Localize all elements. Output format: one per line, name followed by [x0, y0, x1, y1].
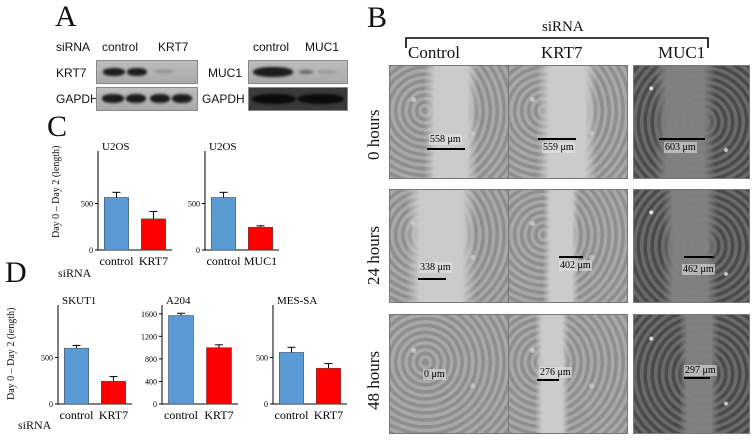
scratch-row-48h: 48 hours: [364, 350, 383, 410]
scale-label: 559 μm: [542, 142, 575, 153]
category-label: KRT7: [99, 408, 128, 422]
chart-title: MES-SA: [277, 295, 317, 307]
chart-title: A204: [166, 295, 191, 307]
micrograph-krt7-0h: 559 μm: [508, 65, 628, 179]
chart-a204: A204 0 400 800 1200 1600 control KRT7: [141, 295, 238, 422]
y-tick-label: 500: [188, 200, 200, 209]
panel-letter-c: C: [47, 110, 68, 143]
chart-c-ylabel: Day 0 – Day 2 (length): [51, 145, 62, 238]
chart-d-sirna-label: siRNA: [18, 418, 52, 432]
category-label: KRT7: [314, 408, 343, 422]
scale-label: 402 μm: [559, 260, 592, 271]
blot-right-col-control: control: [253, 40, 290, 54]
bar-control: [168, 315, 194, 405]
scale-label: 276 μm: [539, 367, 572, 378]
panel-letter-a: A: [55, 0, 77, 33]
bar-krt7: [101, 380, 126, 405]
y-tick-label: 0: [153, 400, 157, 409]
scale-label: 338 μm: [419, 262, 452, 273]
panel-letter-b: B: [367, 1, 388, 34]
micrograph-control-48h: 0 μm: [389, 314, 509, 434]
bar-krt7: [206, 347, 232, 405]
scratch-row-24h: 24 hours: [364, 225, 383, 285]
scale-bar: [538, 138, 576, 140]
y-tick-label: 1600: [141, 310, 157, 319]
blot-left-row-krt7: KRT7: [56, 66, 87, 80]
scale-label: 558 μm: [429, 134, 462, 145]
category-label: control: [164, 408, 199, 422]
scale-bar: [659, 138, 705, 140]
scale-bar: [559, 256, 583, 258]
scale-label: 297 μm: [684, 365, 717, 376]
micrograph-muc1-24h: 462 μm: [633, 189, 750, 303]
panel-letter-d: D: [5, 256, 27, 289]
y-tick-label: 0: [49, 400, 53, 409]
blot-muc1-image: [248, 60, 348, 84]
blot-right-row-muc1: MUC1: [208, 66, 243, 80]
scratch-sirna-title: siRNA: [542, 19, 584, 35]
category-label: control: [100, 254, 135, 268]
scale-bar: [418, 278, 446, 280]
scale-bar: [684, 377, 710, 379]
y-tick-label: 0: [196, 246, 200, 255]
y-tick-label: 400: [145, 377, 157, 386]
blot-left-row-gapdh: GAPDH: [56, 92, 99, 106]
category-label: control: [275, 408, 310, 422]
chart-c-sirna-label: siRNA: [58, 266, 92, 280]
micrograph-control-24h: 338 μm: [389, 189, 509, 303]
y-tick-label: 500: [41, 354, 53, 363]
scratch-row-0h: 0 hours: [364, 109, 383, 160]
bar-muc1: [248, 226, 273, 251]
y-tick-label: 0: [264, 400, 268, 409]
y-tick-label: 0: [89, 246, 93, 255]
chart-u2os-krt7: U2OS 0 500 control KRT7: [81, 141, 172, 268]
scale-bar: [427, 148, 465, 150]
y-tick-label: 500: [256, 354, 268, 363]
micrograph-krt7-48h: 276 μm: [508, 314, 628, 434]
bar-control: [211, 197, 236, 251]
chart-title: U2OS: [102, 141, 130, 153]
blot-gapdh-right-image: [248, 87, 348, 111]
blot-left-col-krt7: KRT7: [158, 40, 189, 54]
category-label: KRT7: [204, 408, 233, 422]
category-label: MUC1: [244, 254, 277, 268]
micrograph-muc1-0h: 603 μm: [633, 65, 750, 179]
bar-krt7: [141, 218, 166, 251]
scratch-col-control: Control: [408, 43, 460, 62]
bar-control: [279, 352, 304, 405]
chart-title: SKUT1: [62, 295, 96, 307]
category-label: KRT7: [139, 254, 168, 268]
scratch-bracket: [405, 37, 709, 48]
micrograph-control-0h: 558 μm: [389, 65, 509, 179]
category-label: control: [60, 408, 95, 422]
category-label: control: [207, 254, 242, 268]
micrograph-krt7-24h: 402 μm: [508, 189, 628, 303]
y-tick-label: 500: [81, 200, 93, 209]
blot-krt7-image: [96, 60, 198, 84]
blot-right-col-muc1: MUC1: [305, 40, 340, 54]
chart-u2os-muc1: U2OS 0 500 control MUC1: [188, 141, 279, 268]
blot-gapdh-left-image: [96, 87, 198, 111]
chart-skut1: SKUT1 0 500 control KRT7: [41, 295, 132, 422]
chart-d-ylabel: Day 0 – Day 2 (length): [6, 307, 17, 400]
y-tick-label: 800: [145, 355, 157, 364]
blot-sirna-label: siRNA: [56, 40, 91, 54]
y-tick-label: 1200: [141, 332, 157, 341]
micrograph-muc1-48h: 297 μm: [633, 314, 750, 434]
scale-bar: [537, 379, 559, 381]
bar-control: [104, 197, 129, 251]
scratch-col-muc1: MUC1: [658, 43, 706, 62]
blot-right-row-gapdh: GAPDH: [202, 92, 245, 106]
blot-left-col-control: control: [102, 40, 139, 54]
bar-krt7: [316, 367, 341, 405]
scale-label: 0 μm: [423, 369, 446, 380]
scale-label: 462 μm: [682, 264, 715, 275]
bar-control: [64, 347, 89, 405]
scratch-col-krt7: KRT7: [541, 43, 583, 62]
scale-label: 603 μm: [664, 142, 697, 153]
chart-title: U2OS: [209, 141, 237, 153]
chart-messa: MES-SA 0 500 control KRT7: [256, 295, 347, 422]
scale-bar: [684, 256, 714, 258]
